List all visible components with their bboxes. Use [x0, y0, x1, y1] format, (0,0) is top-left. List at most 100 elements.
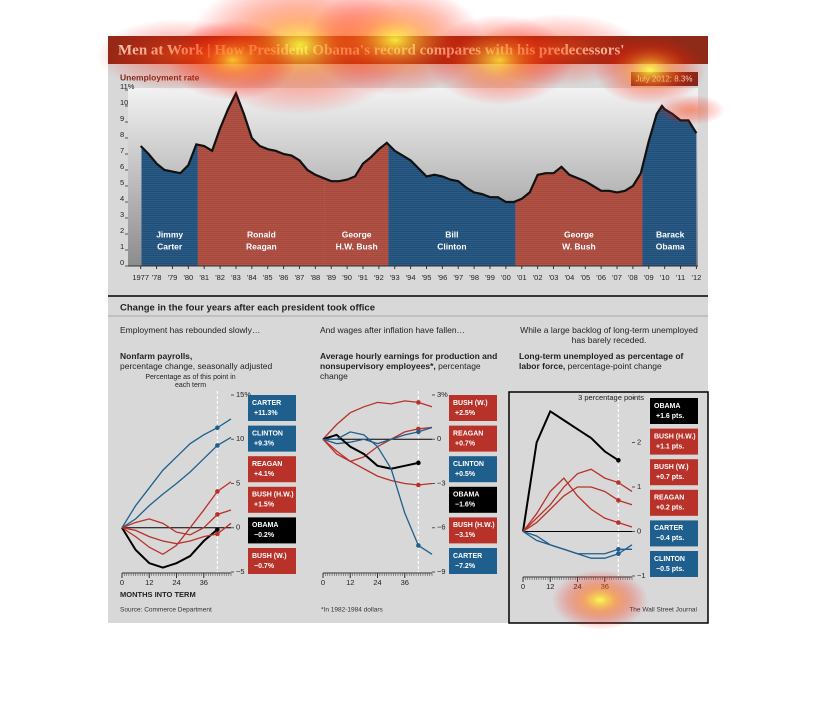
legend-box: [248, 517, 296, 544]
legend-value: −7.2%: [455, 563, 476, 570]
legend-box: [248, 548, 296, 574]
x-tick-label: '02: [533, 273, 543, 282]
y-tick-label: 4: [120, 194, 124, 203]
source: The Wall Street Journal: [629, 607, 697, 614]
legend-name: CARTER: [453, 553, 482, 560]
x-tick-label: '78: [152, 273, 162, 282]
end-dot: [416, 482, 421, 488]
series-line: [322, 400, 433, 440]
band-label: Obama: [656, 241, 685, 251]
legend-box: [650, 551, 698, 577]
series-line: [121, 527, 219, 569]
x-tick-label: '11: [676, 273, 685, 282]
x-tick-label: '94: [406, 273, 416, 282]
legend-value: −0.2%: [254, 532, 275, 539]
legend-name: BUSH (H.W.): [453, 522, 495, 529]
section-title: Change in the four years after each pres…: [120, 303, 375, 314]
y-axis-label: Unemployment rate: [120, 72, 200, 82]
legend-name: CLINTON: [453, 461, 484, 468]
legend-box: [449, 486, 497, 513]
y-tick-label: 2: [120, 226, 124, 235]
x-tick-label: 24: [573, 582, 581, 591]
x-tick-label: '01: [517, 273, 527, 282]
end-dot: [616, 520, 621, 525]
y-tick-label: 2: [637, 437, 641, 446]
y-tick-label: 3%: [437, 390, 448, 399]
y-tick-label: 3: [120, 210, 124, 219]
x-tick-label: '79: [168, 273, 178, 282]
legend-value: +9.3%: [254, 440, 275, 447]
headline: And wages after inflation have fallen…: [320, 325, 466, 335]
x-tick-label: 0: [120, 578, 124, 587]
end-dot: [215, 512, 220, 517]
x-tick-label: '97: [453, 273, 463, 282]
legend-value: +4.1%: [254, 471, 275, 478]
series-line: [522, 468, 633, 532]
legend-name: OBAMA: [453, 492, 479, 499]
x-tick-label: 12: [346, 578, 354, 587]
source: Source: Commerce Department: [120, 607, 212, 614]
y-tick-label: 5: [120, 178, 124, 187]
x-tick-label: '91: [358, 273, 368, 282]
legend-name: BUSH (H.W.): [654, 433, 696, 440]
x-tick-label: 36: [200, 578, 208, 587]
legend-name: REAGAN: [252, 461, 282, 468]
x-tick-label: '88: [310, 273, 320, 282]
band-label: Carter: [157, 241, 183, 251]
y-tick-label: −1: [637, 571, 646, 580]
y-tick-label: −6: [437, 523, 446, 532]
legend-box: [449, 517, 497, 544]
chart-heading: Average hourly earnings for production a…: [320, 351, 510, 381]
x-tick-label: '93: [390, 273, 400, 282]
legend-value: +11.3%: [254, 410, 278, 417]
y-tick-label: 6: [120, 162, 124, 171]
series-line: [522, 530, 633, 559]
legend-name: REAGAN: [453, 430, 483, 437]
legend-value: +1.1 pts.: [656, 443, 684, 450]
x-tick-label: '09: [644, 273, 654, 282]
legend-value: −1.6%: [455, 502, 476, 509]
x-tick-label: '10: [660, 273, 670, 282]
series-line: [322, 433, 419, 470]
series-line: [522, 486, 633, 533]
end-dot: [616, 480, 621, 485]
headline: Employment has rebounded slowly…: [120, 325, 261, 335]
legend-name: CARTER: [654, 525, 683, 532]
y-tick-label: 11%: [120, 82, 135, 91]
legend-box: [650, 398, 698, 424]
legend-name: CLINTON: [252, 430, 283, 437]
legend-value: −0.7%: [254, 563, 275, 570]
legend-box: [248, 486, 296, 513]
x-tick-label: '12: [692, 273, 702, 282]
end-dot: [416, 460, 421, 466]
y-tick-label: 1: [120, 242, 124, 251]
x-tick-label: 12: [546, 582, 554, 591]
y-tick-label: 15%: [236, 390, 251, 399]
annotation: Percentage as of this point in each term: [145, 374, 236, 389]
x-tick-label: 1977: [132, 273, 149, 282]
legend-value: +1.5%: [254, 502, 275, 509]
x-tick-label: '82: [215, 273, 225, 282]
band-label: H.W. Bush: [336, 241, 378, 251]
legend-box: [650, 489, 698, 516]
series-line: [322, 438, 433, 486]
y-tick-label: 0: [120, 258, 124, 267]
y-tick-label: 0: [637, 526, 641, 535]
x-tick-label: '81: [199, 273, 209, 282]
legend-box: [248, 456, 296, 483]
series-line: [121, 509, 232, 536]
x-tick-label: '05: [580, 273, 590, 282]
legend-box: [449, 395, 497, 421]
legend-name: REAGAN: [654, 495, 684, 502]
series-line: [323, 431, 433, 555]
legend-box: [449, 456, 497, 483]
chart-heading: Long-term unemployed as percentage of la…: [519, 351, 689, 371]
band-label: George: [564, 229, 594, 239]
band-label: Reagan: [246, 241, 277, 251]
y-tick-label: 3 percentage points: [578, 393, 644, 402]
y-tick-label: 10: [236, 434, 244, 443]
x-tick-label: '86: [279, 273, 289, 282]
legend-value: +1.6 pts.: [656, 413, 684, 420]
y-tick-label: 0: [437, 434, 441, 443]
y-tick-label: 5: [236, 478, 240, 487]
